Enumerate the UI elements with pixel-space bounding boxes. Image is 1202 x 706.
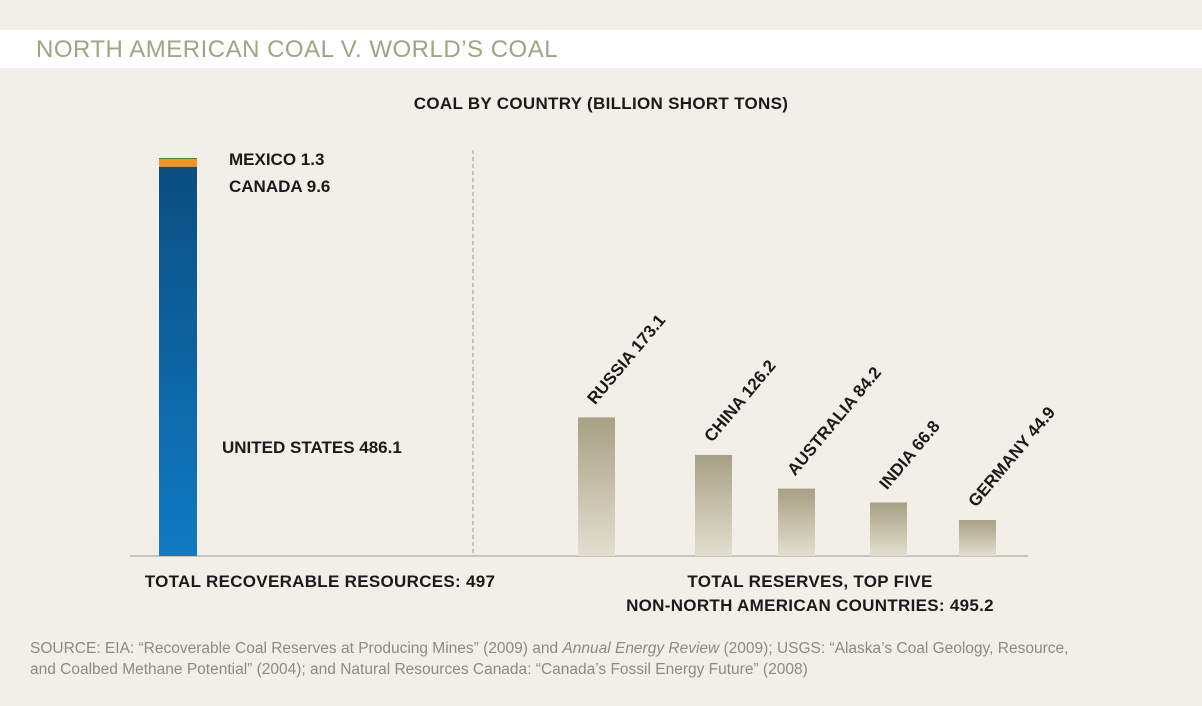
chart-title: COAL BY COUNTRY (BILLION SHORT TONS) <box>413 94 789 113</box>
label-germany: GERMANY 44.9 <box>965 403 1060 511</box>
group-total-world-line1: TOTAL RESERVES, TOP FIVE <box>687 572 933 591</box>
bar-china <box>695 454 732 556</box>
bar-united-states <box>159 166 197 557</box>
label-india: INDIA 66.8 <box>876 417 944 493</box>
label-russia: RUSSIA 173.1 <box>584 311 670 408</box>
label-australia: AUSTRALIA 84.2 <box>784 363 886 479</box>
label-united-states: UNITED STATES 486.1 <box>222 438 402 457</box>
source-line-1: SOURCE: EIA: “Recoverable Coal Reserves … <box>30 638 1180 659</box>
bar-mexico <box>159 158 197 160</box>
source-line-2: and Coalbed Methane Potential” (2004); a… <box>30 661 808 678</box>
source-suffix: (2009); USGS: “Alaska’s Coal Geology, Re… <box>719 640 1069 657</box>
label-mexico: MEXICO 1.3 <box>229 150 324 169</box>
label-canada: CANADA 9.6 <box>229 177 330 196</box>
label-china: CHINA 126.2 <box>701 356 780 445</box>
group-total-north-america: TOTAL RECOVERABLE RESOURCES: 497 <box>144 572 496 591</box>
source-prefix: SOURCE: EIA: “Recoverable Coal Reserves … <box>30 640 563 657</box>
page-title: NORTH AMERICAN COAL V. WORLD’S COAL <box>36 36 559 63</box>
bar-russia <box>578 417 615 556</box>
bar-canada <box>159 159 197 167</box>
bar-india <box>870 502 907 556</box>
bar-australia <box>778 488 815 556</box>
source-note: SOURCE: EIA: “Recoverable Coal Reserves … <box>30 638 1180 680</box>
group-total-world: TOTAL RESERVES, TOP FIVE NON-NORTH AMERI… <box>560 570 1060 618</box>
title-band <box>0 30 1202 68</box>
group-total-world-line2: NON-NORTH AMERICAN COUNTRIES: 495.2 <box>626 596 994 615</box>
bar-germany <box>959 520 996 556</box>
source-italic-title: Annual Energy Review <box>562 640 720 657</box>
